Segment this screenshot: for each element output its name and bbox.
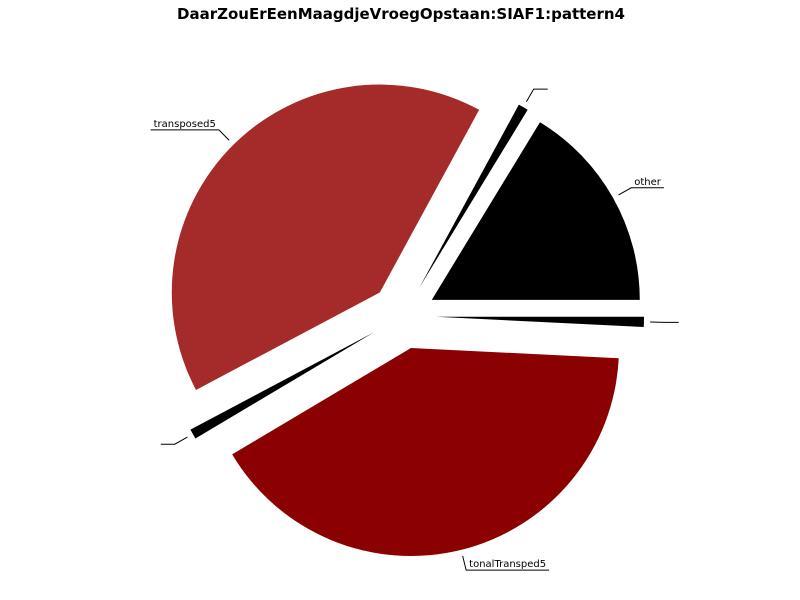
chart-title: DaarZouErEenMaagdjeVroegOpstaan:SIAF1:pa… bbox=[177, 5, 625, 23]
pie-slice-minor-5 bbox=[435, 316, 644, 328]
leader-line-tonaltransped5 bbox=[462, 555, 550, 571]
pie-slice-minor-3 bbox=[190, 332, 375, 439]
pie-slice-other bbox=[431, 122, 640, 300]
pie-slices bbox=[171, 84, 644, 557]
leader-line-minor-3 bbox=[160, 436, 188, 445]
leader-line-minor-1 bbox=[525, 88, 548, 103]
slice-label-transposed5: transposed5 bbox=[154, 119, 216, 130]
slice-label-tonaltransped5: tonalTransped5 bbox=[469, 559, 546, 570]
pie-slice-transposed5 bbox=[171, 84, 480, 390]
pie-slice-tonaltransped5 bbox=[232, 348, 619, 557]
leader-line-other bbox=[618, 187, 664, 196]
slice-label-other: other bbox=[634, 177, 662, 188]
leader-line-transposed5 bbox=[150, 129, 230, 141]
pie-labels: other transposed5 tonalTransped5 bbox=[150, 88, 679, 571]
pie-slice-minor-1 bbox=[419, 104, 528, 288]
